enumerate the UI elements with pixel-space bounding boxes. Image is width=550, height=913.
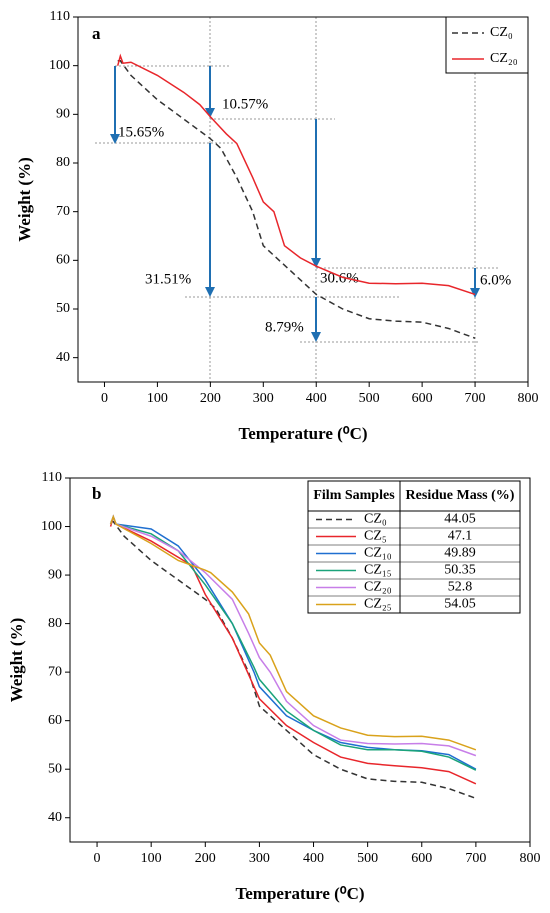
series-line bbox=[110, 520, 477, 800]
panel-label: a bbox=[92, 24, 101, 43]
annotation: 30.6% bbox=[320, 270, 359, 286]
x-tick-label: 500 bbox=[359, 391, 380, 406]
x-tick-label: 700 bbox=[465, 851, 486, 866]
x-tick-label: 700 bbox=[465, 391, 486, 406]
x-tick-label: 400 bbox=[306, 391, 327, 406]
legend-label: CZ₀ bbox=[490, 25, 513, 40]
x-tick-label: 200 bbox=[195, 851, 216, 866]
annotation: 6.0% bbox=[480, 272, 511, 288]
y-tick-label: 40 bbox=[48, 810, 62, 825]
table-cell: 47.1 bbox=[448, 529, 473, 544]
table-cell: 52.8 bbox=[448, 580, 473, 595]
legend-label: CZ₅ bbox=[364, 529, 387, 544]
y-tick-label: 40 bbox=[56, 350, 70, 365]
legend-label: CZ₂₀ bbox=[490, 51, 518, 66]
annotation: 15.65% bbox=[118, 124, 164, 140]
y-tick-label: 60 bbox=[48, 713, 62, 728]
x-tick-label: 300 bbox=[249, 851, 270, 866]
series-line bbox=[109, 514, 477, 785]
panel-label: b bbox=[92, 484, 101, 503]
legend-label: CZ₂₅ bbox=[364, 597, 392, 612]
x-tick-label: 800 bbox=[518, 391, 539, 406]
y-axis-title: Weight (%) bbox=[7, 618, 26, 703]
y-tick-label: 110 bbox=[42, 470, 62, 485]
legend-label: CZ₀ bbox=[364, 512, 387, 527]
y-tick-label: 70 bbox=[48, 664, 62, 679]
y-axis-title: Weight (%) bbox=[15, 157, 34, 242]
y-tick-label: 60 bbox=[56, 253, 70, 268]
y-tick-label: 90 bbox=[48, 567, 62, 582]
legend-label: CZ₁₅ bbox=[364, 563, 392, 578]
x-tick-label: 100 bbox=[147, 391, 168, 406]
table-header: Residue Mass (%) bbox=[406, 488, 515, 503]
series-line bbox=[109, 514, 477, 771]
y-tick-label: 70 bbox=[56, 204, 70, 219]
series-line bbox=[117, 60, 476, 339]
annotation: 10.57% bbox=[222, 96, 268, 112]
series-line bbox=[109, 514, 477, 751]
table-cell: 54.05 bbox=[444, 597, 476, 612]
panel-a-guides bbox=[95, 17, 500, 382]
x-tick-label: 400 bbox=[303, 851, 324, 866]
series-line bbox=[116, 53, 476, 296]
legend-box bbox=[445, 16, 529, 74]
table-cell: 44.05 bbox=[444, 512, 476, 527]
x-tick-label: 0 bbox=[101, 391, 108, 406]
y-tick-label: 50 bbox=[48, 761, 62, 776]
table-cell: 49.89 bbox=[444, 546, 476, 561]
series-line bbox=[109, 514, 477, 757]
table-header: Film Samples bbox=[313, 488, 395, 503]
y-tick-label: 100 bbox=[41, 519, 62, 534]
x-tick-label: 500 bbox=[357, 851, 378, 866]
y-tick-label: 110 bbox=[50, 9, 70, 24]
table-box bbox=[307, 480, 521, 614]
annotation: 8.79% bbox=[265, 319, 304, 335]
x-tick-label: 600 bbox=[411, 851, 432, 866]
x-tick-label: 800 bbox=[520, 851, 541, 866]
legend-label: CZ₂₀ bbox=[364, 580, 392, 595]
x-tick-label: 600 bbox=[412, 391, 433, 406]
table-cell: 50.35 bbox=[444, 563, 476, 578]
x-tick-label: 0 bbox=[94, 851, 101, 866]
annotation: 31.51% bbox=[145, 271, 191, 287]
legend-label: CZ₁₀ bbox=[364, 546, 392, 561]
plot-frame bbox=[69, 477, 531, 843]
x-axis-title: Temperature (⁰C) bbox=[235, 884, 364, 903]
x-tick-label: 200 bbox=[200, 391, 221, 406]
y-tick-label: 50 bbox=[56, 301, 70, 316]
x-tick-label: 100 bbox=[141, 851, 162, 866]
y-tick-label: 90 bbox=[56, 107, 70, 122]
y-tick-label: 80 bbox=[56, 155, 70, 170]
y-tick-label: 100 bbox=[49, 58, 70, 73]
x-axis-title: Temperature (⁰C) bbox=[238, 424, 367, 443]
plot-frame bbox=[77, 16, 529, 383]
y-tick-label: 80 bbox=[48, 616, 62, 631]
x-tick-label: 300 bbox=[253, 391, 274, 406]
